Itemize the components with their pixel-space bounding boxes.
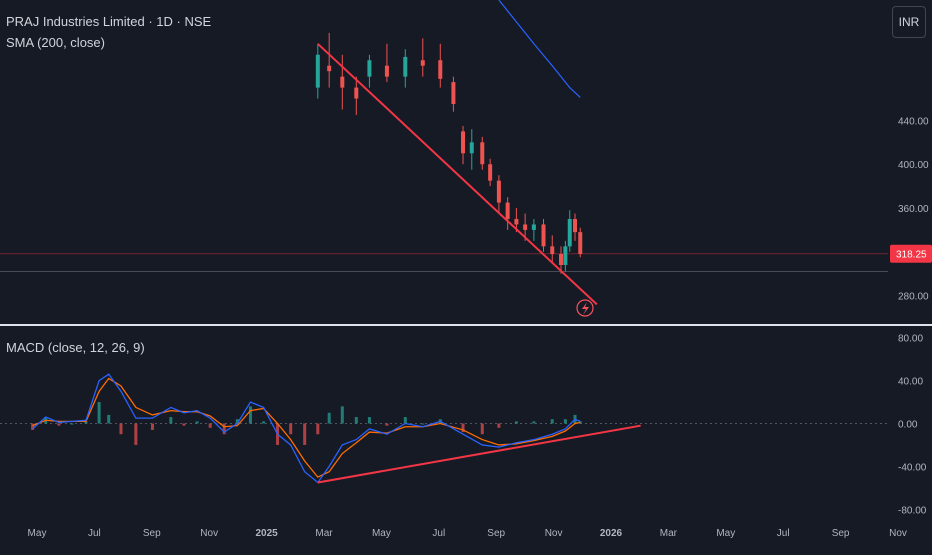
candle-body[interactable] (327, 65, 332, 72)
time-tick-label: Jul (777, 528, 790, 539)
macd-histogram-bar (31, 423, 35, 430)
macd-histogram-bar (514, 421, 518, 424)
macd-histogram-bar (208, 423, 212, 428)
macd-histogram-bar (150, 423, 154, 430)
time-tick-label: May (716, 528, 735, 539)
macd-histogram-bar (134, 423, 138, 445)
macd-histogram-bar (354, 417, 358, 424)
price-tick-label: 400.00 (898, 160, 929, 171)
macd-histogram-bar (461, 423, 465, 433)
macd-histogram-bar (480, 423, 484, 435)
sma-legend[interactable]: SMA (200, close) (6, 35, 105, 50)
time-tick-label: 2026 (600, 528, 623, 539)
macd-tick-label: 80.00 (898, 334, 923, 345)
candle-body[interactable] (354, 87, 359, 99)
macd-histogram-bar (532, 421, 536, 424)
candle-body[interactable] (514, 218, 519, 225)
candle-body[interactable] (496, 180, 501, 203)
macd-histogram-bar (107, 414, 111, 424)
time-tick-label: Nov (889, 528, 907, 539)
time-tick-label: May (28, 528, 47, 539)
candle-body[interactable] (567, 218, 572, 247)
macd-line[interactable] (32, 373, 581, 484)
last-price-tag (890, 244, 932, 263)
candle-body[interactable] (505, 202, 510, 219)
time-tick-label: Sep (487, 528, 505, 539)
candle-body[interactable] (541, 224, 546, 247)
price-trendline[interactable] (317, 43, 598, 306)
macd-histogram-bar (403, 417, 407, 424)
time-tick-label: Jul (432, 528, 445, 539)
macd-histogram-bar (550, 419, 554, 424)
candle-body[interactable] (480, 142, 485, 165)
candle-body[interactable] (559, 254, 564, 265)
macd-histogram-bar (97, 402, 101, 424)
macd-histogram-bar (57, 423, 61, 426)
sma-line[interactable] (498, 0, 581, 98)
time-tick-label: Sep (143, 528, 161, 539)
macd-histogram-bar (340, 406, 344, 424)
macd-histogram-bar (303, 423, 307, 445)
macd-tick-label: -80.00 (898, 505, 927, 516)
macd-histogram-bar (84, 421, 88, 424)
time-tick-label: 2025 (255, 528, 278, 539)
currency-button[interactable]: INR (892, 6, 926, 38)
candle-body[interactable] (573, 218, 578, 233)
macd-histogram-bar (182, 423, 186, 426)
candle-body[interactable] (461, 131, 466, 154)
macd-histogram-bar (367, 417, 371, 424)
earnings-event-icon[interactable] (576, 299, 594, 317)
macd-histogram-bar (497, 423, 501, 428)
macd-tick-label: -40.00 (898, 462, 927, 473)
time-tick-label: Sep (832, 528, 850, 539)
macd-histogram-bar (316, 423, 320, 435)
macd-histogram-bar (195, 421, 199, 424)
candle-body[interactable] (315, 54, 320, 88)
time-tick-label: Mar (660, 528, 678, 539)
candle-body[interactable] (340, 76, 345, 88)
candle-body[interactable] (384, 65, 389, 77)
time-tick-label: Jul (88, 528, 101, 539)
candle-body[interactable] (488, 164, 493, 181)
candle-body[interactable] (420, 60, 425, 66)
macd-tick-label: 40.00 (898, 377, 923, 388)
macd-histogram-bar (289, 423, 293, 435)
macd-histogram-bar (235, 419, 239, 424)
candle-body[interactable] (451, 82, 456, 105)
macd-legend[interactable]: MACD (close, 12, 26, 9) (6, 340, 145, 355)
time-tick-label: Nov (545, 528, 563, 539)
macd-histogram-bar (262, 421, 266, 424)
macd-histogram-bar (327, 412, 331, 424)
candle-body[interactable] (550, 246, 555, 255)
time-tick-label: May (372, 528, 391, 539)
candle-body[interactable] (578, 232, 583, 255)
macd-histogram-bar (563, 419, 567, 424)
macd-histogram-bar (169, 417, 173, 424)
macd-histogram-bar (421, 423, 425, 425)
last-price-label: 318.25 (896, 250, 927, 261)
candle-body[interactable] (438, 60, 443, 79)
macd-trendline[interactable] (317, 424, 641, 484)
macd-histogram-bar (70, 423, 74, 425)
macd-histogram-bar (385, 423, 389, 426)
lightning-icon (582, 302, 589, 315)
price-tick-label: 280.00 (898, 292, 929, 303)
symbol-title[interactable]: PRAJ Industries Limited · 1D · NSE (6, 14, 212, 29)
candle-body[interactable] (563, 246, 568, 265)
candle-body[interactable] (367, 60, 372, 77)
price-tick-label: 440.00 (898, 116, 929, 127)
macd-histogram-bar (222, 423, 226, 435)
macd-histogram-bar (248, 406, 252, 424)
candle-body[interactable] (403, 56, 408, 77)
price-tick-label: 360.00 (898, 204, 929, 215)
macd-tick-label: 0.00 (898, 420, 918, 431)
candle-body[interactable] (523, 224, 528, 230)
candle-body[interactable] (469, 142, 474, 154)
time-tick-label: Mar (315, 528, 333, 539)
candle-body[interactable] (531, 224, 536, 230)
macd-histogram-bar (119, 423, 123, 435)
time-tick-label: Nov (200, 528, 218, 539)
